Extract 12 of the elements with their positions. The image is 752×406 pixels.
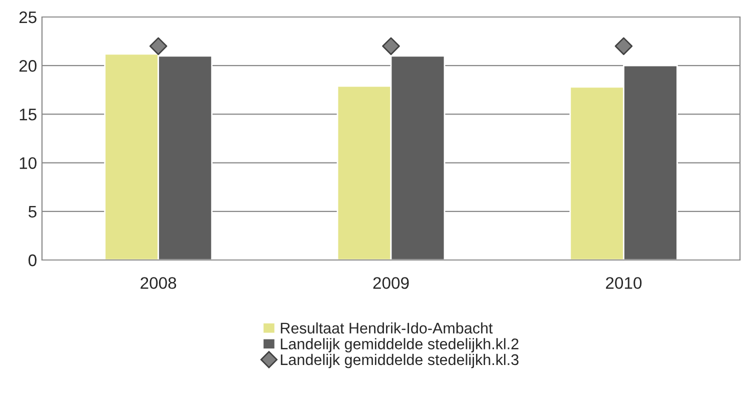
- y-tick-label: 5: [28, 206, 36, 218]
- y-tick-label: 25: [19, 11, 36, 24]
- y-tick-label: 0: [28, 254, 36, 266]
- y-tick-label: 10: [20, 157, 36, 170]
- legend-label: Landelijk gemiddelde stedelijkh.kl.3: [280, 354, 518, 368]
- y-tick-label: 15: [20, 108, 36, 120]
- x-tick-label: 2009: [373, 277, 409, 289]
- x-tick-label: 2008: [140, 277, 176, 289]
- x-tick-label: 2010: [606, 277, 642, 289]
- legend-label: Resultaat Hendrik-Ido-Ambacht: [280, 322, 493, 334]
- legend-label: Landelijk gemiddelde stedelijkh.kl.2: [280, 338, 518, 352]
- y-tick-label: 20: [19, 60, 36, 72]
